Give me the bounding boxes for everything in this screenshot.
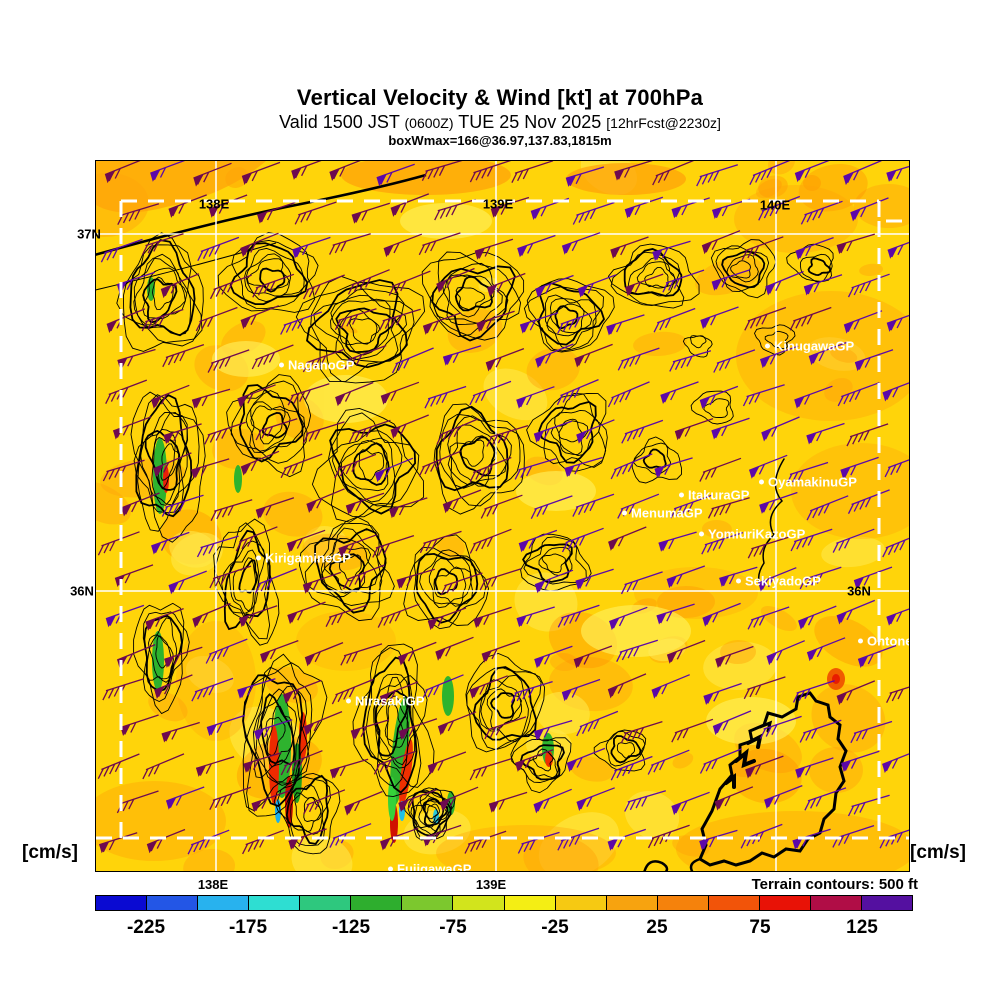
colorbar-cell <box>554 895 607 911</box>
station-name: FujigawaGP <box>397 861 472 872</box>
grid-label-139e: 139E <box>482 196 514 212</box>
unit-label-right: [cm/s] <box>910 842 966 863</box>
station-dot <box>279 362 284 368</box>
station-name: ItakuraGP <box>688 487 750 503</box>
colorbar-cell <box>299 895 352 911</box>
station-dot <box>679 492 684 498</box>
colorbar-tick--125: -125 <box>331 917 371 938</box>
station-name: NaganoGP <box>288 357 355 373</box>
colorbar-cell <box>605 895 658 911</box>
station-name: SekiyadoGP <box>745 573 821 589</box>
station-name: MenumaGP <box>631 505 703 521</box>
station-dot <box>699 531 704 537</box>
valid-time-prefix: Valid 1500 JST <box>279 112 405 132</box>
valid-time-line: Valid 1500 JST (0600Z) TUE 25 Nov 2025 [… <box>0 112 1000 133</box>
station-label-kinugawagp: KinugawaGP <box>765 339 854 354</box>
terrain-contours-note: Terrain contours: 500 ft <box>751 876 918 893</box>
forecast-note: [12hrFcst@2230z] <box>606 115 721 131</box>
colorbar-tick-75: 75 <box>749 917 771 938</box>
station-name: YomiuriKazoGP <box>708 526 806 542</box>
domain-dashed-box <box>96 199 909 840</box>
station-dot <box>256 555 261 561</box>
station-label-yomiurikazogp: YomiuriKazoGP <box>699 527 805 542</box>
station-dot <box>858 638 863 644</box>
station-dot <box>388 866 393 871</box>
station-label-ohtonegp: OhtoneGP <box>858 634 909 649</box>
grid-label-140e: 140E <box>759 197 791 213</box>
map-area: 138E 139E 140E 37N 36N 36N NaganoGP Kirigamine… <box>70 160 910 872</box>
station-label-nirasakigp: NirasakiGP <box>346 694 424 709</box>
colorbar-cell <box>758 895 811 911</box>
station-dot <box>346 698 351 704</box>
valid-time-utc: (0600Z) <box>404 115 454 131</box>
grid-label-138e: 138E <box>198 196 230 212</box>
station-name: NirasakiGP <box>355 693 425 709</box>
station-labels: NaganoGP KirigamineGP NirasakiGP FujigawaGP… <box>96 161 909 871</box>
bottom-axis-label-138e: 138E <box>197 877 229 892</box>
colorbar-tick--225: -225 <box>126 917 166 938</box>
grid-label-37n: 37N <box>77 226 101 242</box>
station-dot <box>765 343 770 349</box>
station-name: KinugawaGP <box>774 338 855 354</box>
colorbar-cell <box>860 895 913 911</box>
unit-label-left: [cm/s] <box>22 842 78 863</box>
wind-barbs <box>97 161 909 855</box>
graticule-labels: 138E 139E 140E 37N 36N 36N <box>70 161 909 871</box>
colorbar-tick--175: -175 <box>228 917 268 938</box>
colorbar-cell <box>707 895 760 911</box>
light-yellow-patches <box>212 203 796 745</box>
colorbar-cell <box>248 895 301 911</box>
colorbar-cell <box>95 895 148 911</box>
station-name: OyamakinuGP <box>768 474 857 490</box>
station-name: OhtoneGP <box>867 633 909 649</box>
colorbar-tick--25: -25 <box>541 917 569 938</box>
station-label-itakuragp: ItakuraGP <box>679 488 749 503</box>
colorbar-cell <box>452 895 505 911</box>
max-annotation: boxWmax=166@36.97,137.83,1815m <box>388 133 612 148</box>
station-label-oyamakinugp: OyamakinuGP <box>759 475 857 490</box>
colorbar-tick-125: 125 <box>846 917 878 938</box>
map-graphic <box>96 161 909 871</box>
colorbar <box>95 895 913 911</box>
terrain-contours <box>96 173 834 855</box>
station-label-sekiyadogp: SekiyadoGP <box>736 574 821 589</box>
colorbar-cell <box>809 895 862 911</box>
station-dot <box>622 510 627 516</box>
station-name: KirigamineGP <box>265 550 351 566</box>
station-label-kirigaminegp: KirigamineGP <box>256 551 351 566</box>
colorbar-cell <box>401 895 454 911</box>
colorbar-cell <box>146 895 199 911</box>
station-dot <box>736 578 741 584</box>
grid-label-36n: 36N <box>847 583 871 599</box>
colorbar-cell <box>350 895 403 911</box>
station-label-fujigawagp: FujigawaGP <box>388 861 472 872</box>
colorbar-tick--75: -75 <box>439 917 467 938</box>
colorbar-tick-25: 25 <box>646 917 668 938</box>
bottom-axis-label-139e: 139E <box>475 877 507 892</box>
valid-time-date: TUE 25 Nov 2025 <box>453 112 607 132</box>
station-label-menumagp: MenumaGP <box>622 506 703 521</box>
grid-label-36n: 36N <box>70 583 94 599</box>
map-background <box>96 161 909 871</box>
page-title: Vertical Velocity & Wind [kt] at 700hPa <box>296 85 704 110</box>
graticule <box>96 161 909 871</box>
colorbar-cell <box>197 895 250 911</box>
colorbar-cell <box>656 895 709 911</box>
station-label-naganogp: NaganoGP <box>279 358 354 373</box>
station-dot <box>759 479 764 485</box>
colorbar-cell <box>503 895 556 911</box>
